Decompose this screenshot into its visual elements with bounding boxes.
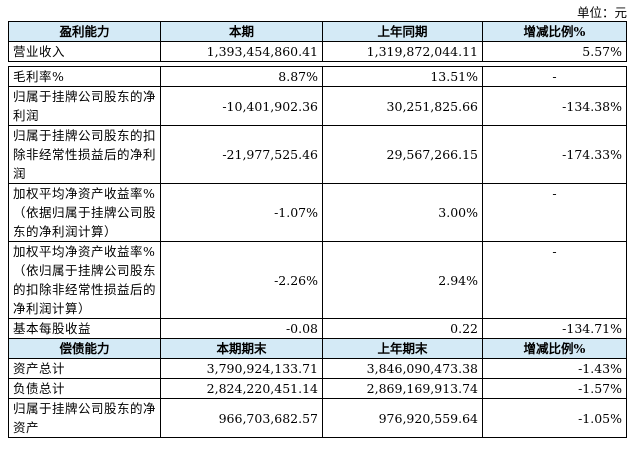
change-value: -174.33% (482, 125, 627, 184)
section1-header-row: 盈利能力 本期 上年同期 增减比例% (8, 21, 627, 42)
row-label: 营业收入 (8, 41, 161, 62)
unit-label: 单位：元 (576, 5, 627, 20)
prior-value: 2.94% (322, 241, 483, 319)
table-row: 营业收入 1,393,454,860.41 1,319,872,044.11 5… (8, 41, 627, 62)
row-label: 资产总计 (8, 358, 161, 379)
table-row: 归属于挂牌公司股东的扣除非经常性损益后的净利润 -21,977,525.46 2… (8, 125, 627, 184)
change-value: - (482, 183, 627, 242)
header-solvency: 偿债能力 (8, 338, 161, 359)
header-period-end: 本期期末 (160, 338, 323, 359)
change-value: - (482, 241, 627, 319)
current-value: -0.08 (160, 318, 323, 339)
current-value: -2.26% (160, 241, 323, 319)
current-value: 966,703,682.57 (160, 398, 323, 438)
header-prior-period-end: 上年期末 (322, 338, 483, 359)
table-row: 归属于挂牌公司股东的净资产 966,703,682.57 976,920,559… (8, 398, 627, 438)
current-value: -10,401,902.36 (160, 86, 323, 126)
table-row: 加权平均净资产收益率%（依归属于挂牌公司股东的扣除非经常性损益后的净利润计算） … (8, 241, 627, 319)
current-value: 2,824,220,451.14 (160, 378, 323, 399)
change-value: -1.57% (482, 378, 627, 399)
current-value: -21,977,525.46 (160, 125, 323, 184)
current-value: -1.07% (160, 183, 323, 242)
table-row: 毛利率% 8.87% 13.51% - (8, 66, 627, 87)
prior-value: 976,920,559.64 (322, 398, 483, 438)
row-label: 归属于挂牌公司股东的扣除非经常性损益后的净利润 (8, 125, 161, 184)
table-row: 加权平均净资产收益率%（依据归属于挂牌公司股东的净利润计算） -1.07% 3.… (8, 183, 627, 242)
table-row: 负债总计 2,824,220,451.14 2,869,169,913.74 -… (8, 378, 627, 399)
change-value: -1.43% (482, 358, 627, 379)
row-label: 毛利率% (8, 66, 161, 87)
current-value: 1,393,454,860.41 (160, 41, 323, 62)
row-label: 负债总计 (8, 378, 161, 399)
header-profitability: 盈利能力 (8, 21, 161, 42)
current-value: 8.87% (160, 66, 323, 87)
prior-value: 13.51% (322, 66, 483, 87)
change-value: - (482, 66, 627, 87)
table-row: 归属于挂牌公司股东的净利润 -10,401,902.36 30,251,825.… (8, 86, 627, 126)
header-change-pct: 增减比例% (482, 338, 627, 359)
prior-value: 30,251,825.66 (322, 86, 483, 126)
prior-value: 3.00% (322, 183, 483, 242)
row-label: 加权平均净资产收益率%（依据归属于挂牌公司股东的净利润计算） (8, 183, 161, 242)
table-row: 基本每股收益 -0.08 0.22 -134.71% (8, 318, 627, 339)
table-row: 资产总计 3,790,924,133.71 3,846,090,473.38 -… (8, 358, 627, 379)
prior-value: 3,846,090,473.38 (322, 358, 483, 379)
row-label: 加权平均净资产收益率%（依归属于挂牌公司股东的扣除非经常性损益后的净利润计算） (8, 241, 161, 319)
prior-value: 29,567,266.15 (322, 125, 483, 184)
header-change-pct: 增减比例% (482, 21, 627, 42)
change-value: -134.38% (482, 86, 627, 126)
prior-value: 2,869,169,913.74 (322, 378, 483, 399)
change-value: -134.71% (482, 318, 627, 339)
prior-value: 0.22 (322, 318, 483, 339)
row-label: 基本每股收益 (8, 318, 161, 339)
row-label: 归属于挂牌公司股东的净利润 (8, 86, 161, 126)
change-value: 5.57% (482, 41, 627, 62)
header-current-period: 本期 (160, 21, 323, 42)
current-value: 3,790,924,133.71 (160, 358, 323, 379)
row-label: 归属于挂牌公司股东的净资产 (8, 398, 161, 438)
header-prior-period: 上年同期 (322, 21, 483, 42)
prior-value: 1,319,872,044.11 (322, 41, 483, 62)
change-value: -1.05% (482, 398, 627, 438)
financial-table: 盈利能力 本期 上年同期 增减比例% 营业收入 1,393,454,860.41… (8, 21, 627, 438)
section2-header-row: 偿债能力 本期期末 上年期末 增减比例% (8, 338, 627, 359)
